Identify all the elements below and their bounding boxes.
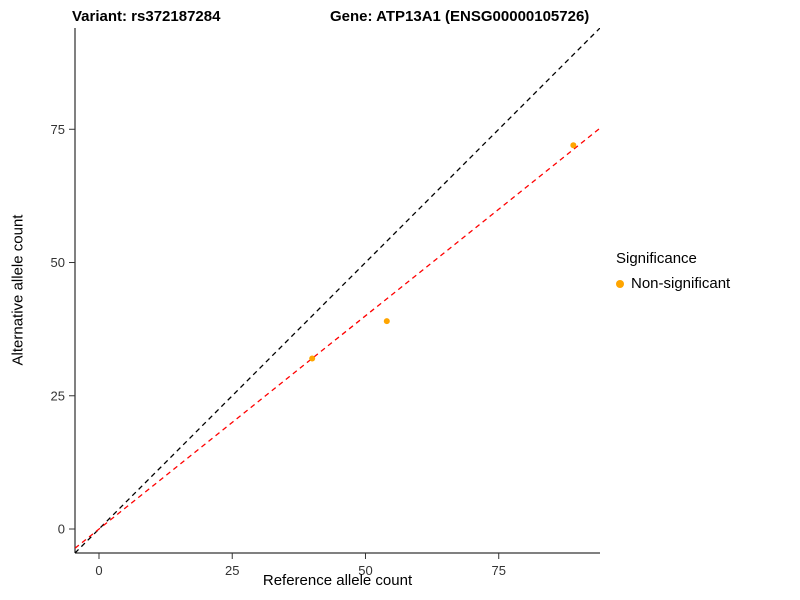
data-point (309, 355, 316, 362)
x-tick-label: 50 (358, 563, 372, 578)
x-tick-label: 0 (95, 563, 102, 578)
legend: Significance Non-significant (616, 250, 730, 292)
y-tick-label: 25 (51, 388, 65, 403)
y-tick-label: 75 (51, 122, 65, 137)
gene-title: Gene: ATP13A1 (ENSG00000105726) (330, 8, 590, 25)
legend-item: Non-significant (616, 275, 730, 292)
x-axis-label: Reference allele count (262, 572, 413, 589)
legend-dot-icon (616, 279, 624, 288)
data-point (570, 142, 577, 149)
identity-line (75, 28, 600, 553)
fit-line (75, 127, 600, 549)
y-tick-label: 0 (58, 522, 65, 537)
x-tick-label: 75 (491, 563, 505, 578)
data-point (383, 318, 390, 325)
legend-title: Significance (616, 250, 697, 267)
x-tick-label: 25 (225, 563, 239, 578)
y-tick-label: 50 (51, 255, 65, 270)
legend-item-label: Non-significant (631, 275, 731, 292)
variant-title: Variant: rs372187284 (72, 8, 221, 25)
y-axis-label: Alternative allele count (9, 214, 27, 366)
